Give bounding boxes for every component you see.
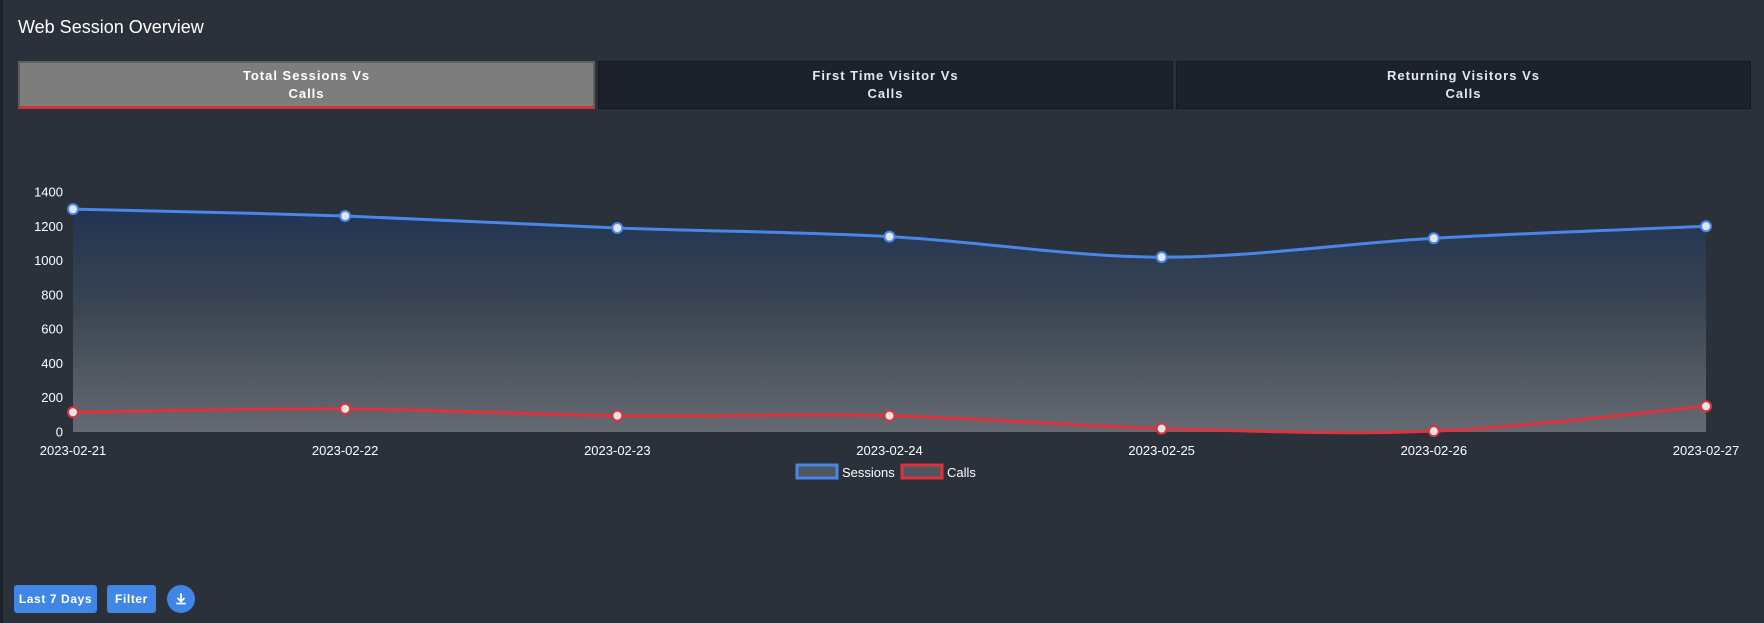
sessions-point[interactable] [883, 230, 896, 243]
sessions-point[interactable] [1155, 251, 1168, 264]
x-tick-label: 2023-02-26 [1401, 443, 1468, 458]
page-title: Web Session Overview [18, 17, 204, 37]
calls-point[interactable] [883, 409, 896, 422]
y-tick-label: 200 [41, 390, 63, 405]
sessions-point[interactable] [1427, 232, 1440, 245]
sessions-area [73, 209, 1706, 432]
y-tick-label: 1000 [34, 253, 63, 268]
comparison-tabs: Total Sessions Vs Calls First Time Visit… [18, 61, 1751, 109]
y-tick-label: 0 [56, 425, 63, 440]
calls-point[interactable] [611, 409, 624, 422]
x-tick-label: 2023-02-27 [1673, 443, 1740, 458]
x-tick-label: 2023-02-24 [856, 443, 923, 458]
tab-total-sessions-vs-calls[interactable]: Total Sessions Vs Calls [18, 61, 595, 109]
legend-label-calls[interactable]: Calls [947, 465, 976, 480]
tab-label-line1: Returning Visitors Vs [1387, 68, 1540, 83]
y-tick-label: 600 [41, 322, 63, 337]
tab-label-line1: Total Sessions Vs [242, 67, 371, 83]
y-tick-label: 1200 [34, 219, 63, 234]
left-edge-rule [0, 0, 3, 623]
download-button[interactable] [167, 585, 195, 613]
y-tick-label: 1400 [34, 185, 63, 200]
sessions-point[interactable] [339, 210, 352, 222]
sessions-point[interactable] [611, 222, 624, 234]
legend-swatch-calls[interactable] [900, 463, 944, 480]
x-tick-label: 2023-02-23 [584, 443, 651, 458]
download-icon [176, 593, 186, 605]
y-tick-label: 800 [41, 287, 63, 302]
sessions-vs-calls-chart: 0 200 400 600 800 1000 1200 1400 2023-02-21 2023-… [0, 170, 1764, 500]
x-tick-label: 2023-02-25 [1128, 443, 1195, 458]
chart-canvas: 0 200 400 600 800 1000 1200 1400 2023-02-21 2023-… [34, 185, 1740, 481]
tab-label-line2: Calls [867, 86, 904, 101]
chart-legend: Sessions Calls [795, 463, 976, 480]
tab-label-line2: Calls [1445, 86, 1482, 101]
tab-first-time-visitor-vs-calls[interactable]: First Time Visitor Vs Calls [598, 61, 1173, 109]
tab-returning-visitors-vs-calls[interactable]: Returning Visitors Vs Calls [1176, 61, 1751, 109]
sessions-point[interactable] [67, 203, 79, 216]
calls-point[interactable] [67, 406, 79, 419]
date-range-button[interactable]: Last 7 Days [14, 585, 97, 613]
x-tick-label: 2023-02-22 [312, 443, 379, 458]
tab-label-line2: Calls [288, 85, 325, 101]
calls-point[interactable] [1700, 400, 1712, 413]
legend-label-sessions[interactable]: Sessions [842, 465, 895, 480]
y-tick-label: 400 [41, 356, 63, 371]
tab-label-line1: First Time Visitor Vs [812, 68, 959, 83]
sessions-point[interactable] [1700, 220, 1712, 233]
calls-point[interactable] [1427, 425, 1440, 438]
legend-swatch-sessions[interactable] [795, 463, 839, 480]
calls-point[interactable] [339, 402, 352, 415]
filter-button[interactable]: Filter [107, 585, 156, 613]
calls-point[interactable] [1155, 422, 1168, 435]
x-tick-label: 2023-02-21 [40, 443, 107, 458]
